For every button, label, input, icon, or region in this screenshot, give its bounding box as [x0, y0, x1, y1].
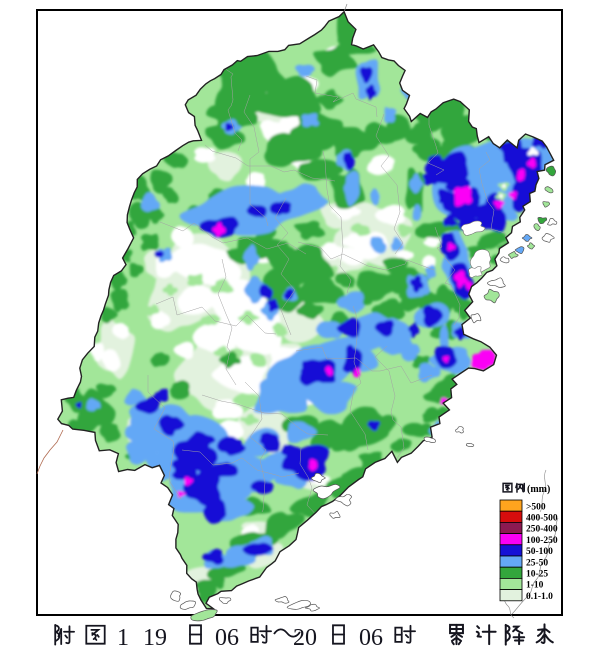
svg-text:19: 19 [143, 625, 167, 651]
svg-text:06: 06 [359, 625, 383, 651]
svg-text:1-10: 1-10 [526, 581, 544, 591]
svg-text:50-100: 50-100 [526, 547, 553, 557]
svg-text:(mm): (mm) [527, 484, 550, 495]
svg-text:06: 06 [215, 625, 239, 651]
svg-text:25-50: 25-50 [526, 558, 548, 568]
svg-text:10-25: 10-25 [526, 570, 548, 580]
svg-text:1: 1 [117, 625, 129, 651]
svg-text:400-500: 400-500 [526, 514, 558, 524]
svg-text:250-400: 250-400 [526, 525, 558, 535]
svg-text:100-250: 100-250 [526, 536, 558, 546]
svg-text:>500: >500 [526, 502, 546, 512]
svg-text:20: 20 [293, 625, 317, 651]
svg-text:0.1-1.0: 0.1-1.0 [526, 592, 553, 602]
